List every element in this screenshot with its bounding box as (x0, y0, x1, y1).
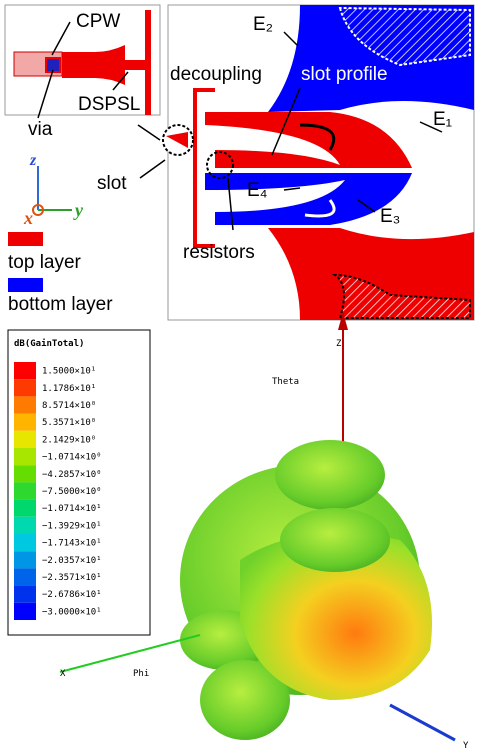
legend-swatch (14, 396, 36, 413)
label: E₃ (380, 206, 400, 227)
legend-swatch (14, 448, 36, 465)
legend-entry: 2.1429×10⁰ (42, 435, 96, 445)
legend-entry: 8.5714×10⁰ (42, 401, 96, 411)
legend-swatch (14, 586, 36, 603)
lobe (280, 508, 390, 572)
legend-entry: −3.0000×10¹ (42, 607, 102, 617)
legend-swatch (14, 379, 36, 396)
antenna: E₂ E₁ decoupling slot profile E₄ E₃ resi… (138, 5, 474, 320)
axis-label: X (60, 669, 66, 679)
figure: CPW DSPSL E₂ E₁ decoupling slot profile … (0, 0, 479, 754)
legend-entry: −1.3929×10¹ (42, 521, 102, 531)
axis-label: z (29, 152, 37, 169)
legend-entry: −7.5000×10⁰ (42, 487, 102, 497)
label: decoupling (170, 64, 262, 85)
axis-label: Y (463, 741, 469, 751)
label: bottom layer (8, 294, 113, 315)
axis-label: x (23, 208, 33, 228)
legend-entry: −2.6786×10¹ (42, 590, 102, 600)
legend-entry: −1.0714×10⁰ (42, 453, 102, 463)
legend-entry: −4.2857×10⁰ (42, 470, 102, 480)
inset: CPW DSPSL (5, 5, 160, 118)
axis-label: Phi (133, 669, 149, 679)
legend-title: dB(GainTotal) (14, 338, 84, 349)
label: slot (97, 173, 127, 194)
legend-entry: −1.7143×10¹ (42, 539, 102, 549)
label: via (28, 119, 53, 140)
legend: dB(GainTotal) 1.5000×10¹ 1.1786×10¹ 8.5714… (8, 330, 150, 635)
legend-swatch (14, 431, 36, 448)
label: E₄ (247, 180, 268, 201)
legend-swatch (14, 534, 36, 551)
label: resistors (183, 242, 255, 263)
legend-swatch (14, 551, 36, 568)
axis-label: Z (336, 339, 342, 349)
legend-entry: −2.0357×10¹ (42, 556, 102, 566)
legend-entry: −1.0714×10¹ (42, 504, 102, 514)
label: CPW (76, 11, 120, 32)
feed (120, 60, 145, 70)
legend-swatch (14, 568, 36, 585)
label: top layer (8, 252, 82, 273)
legend-entry: 1.1786×10¹ (42, 384, 96, 394)
lobe (275, 440, 385, 510)
legend-swatch (14, 414, 36, 431)
pattern-x-axis (60, 635, 200, 672)
legend-swatch (14, 465, 36, 482)
top-layer-swatch (8, 232, 43, 246)
feed-line (193, 88, 197, 248)
legend-swatch (14, 517, 36, 534)
coordinate-axes: z x y (23, 152, 84, 228)
label: slot profile (301, 64, 388, 85)
axis-label: Theta (272, 377, 299, 387)
axis-label: y (73, 200, 84, 220)
bottom-layer-swatch (8, 278, 43, 292)
feed-line (193, 88, 215, 92)
legend-entry: −2.3571×10¹ (42, 573, 102, 583)
legend-entry: 1.5000×10¹ (42, 367, 96, 377)
legend-swatch (14, 500, 36, 517)
label: E₂ (253, 14, 273, 35)
dspsl-line (145, 10, 151, 115)
label: DSPSL (78, 94, 140, 115)
legend-swatch (14, 362, 36, 379)
legend-entry: 5.3571×10⁰ (42, 418, 96, 428)
via-pad (46, 58, 60, 72)
legend-swatch (14, 603, 36, 620)
legend-swatch (14, 482, 36, 499)
pattern-y-axis (390, 705, 455, 740)
label: E₁ (433, 109, 452, 130)
